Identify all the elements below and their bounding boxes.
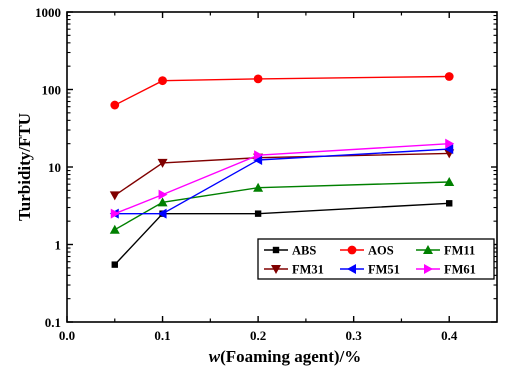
data-point-fm61 <box>445 138 455 149</box>
series-line-fm11 <box>114 181 450 231</box>
data-point-fm51 <box>253 155 263 166</box>
series-line-fm61 <box>114 143 450 215</box>
series-layer <box>109 72 455 268</box>
y-tick-label: 1000 <box>35 5 61 20</box>
data-point-fm31 <box>109 191 120 201</box>
data-point-fm11 <box>157 197 168 207</box>
data-point-fm61 <box>158 189 168 200</box>
y-tick-label: 0.1 <box>45 315 61 330</box>
series-line-abs <box>114 202 450 266</box>
x-axis-label-italic: w <box>209 347 221 366</box>
legend-box <box>257 238 495 280</box>
legend-item-fm61: FM61 <box>416 263 476 277</box>
legend-label-fm51: FM51 <box>368 263 400 277</box>
y-tick-label: 1 <box>55 238 62 253</box>
legend-label-fm31: FM31 <box>292 263 324 277</box>
data-point-fm11 <box>253 182 264 192</box>
legend-marker-fm31 <box>271 265 281 274</box>
series-line-aos <box>114 75 450 106</box>
series-fm11 <box>109 177 455 234</box>
x-axis-label-rest: (Foaming agent)/% <box>220 347 361 366</box>
data-point-fm11 <box>444 177 455 187</box>
legend-item-fm31: FM31 <box>264 263 324 277</box>
legend-label-fm11: FM11 <box>444 244 475 258</box>
legend-label-abs: ABS <box>292 244 316 258</box>
x-axis-label: w(Foaming agent)/% <box>209 347 362 366</box>
data-point-fm51 <box>444 144 454 155</box>
data-point-fm11 <box>109 224 120 234</box>
series-line-fm51 <box>114 148 450 215</box>
y-tick-label: 100 <box>42 83 62 98</box>
data-point-abs <box>446 200 453 207</box>
series-fm61 <box>110 138 455 219</box>
data-point-fm31 <box>157 158 168 168</box>
legend-marker-fm11 <box>423 245 433 254</box>
legend-marker-abs <box>272 246 280 254</box>
x-tick-label: 0.1 <box>154 328 170 343</box>
legend-item-fm11: FM11 <box>416 244 475 258</box>
legend: ABS AOS FM11 FM31 FM51 FM61 <box>257 238 495 280</box>
legend-item-fm51: FM51 <box>340 263 400 277</box>
legend-marker-fm51 <box>347 264 356 274</box>
legend-label-fm61: FM61 <box>444 263 476 277</box>
data-point-aos <box>110 100 120 110</box>
x-tick-label: 0.4 <box>441 328 458 343</box>
series-aos <box>110 72 454 110</box>
series-fm51 <box>109 144 454 219</box>
legend-label-aos: AOS <box>368 244 394 258</box>
data-point-fm61 <box>110 208 120 219</box>
x-tick-label: 0.0 <box>59 328 75 343</box>
data-point-aos <box>158 76 167 86</box>
data-point-fm61 <box>254 150 264 161</box>
data-point-aos <box>253 74 263 84</box>
data-point-abs <box>254 210 262 217</box>
x-tick-label: 0.2 <box>250 328 266 343</box>
data-point-fm51 <box>157 208 167 219</box>
y-axis-label: Turbidity/FTU <box>15 113 34 221</box>
legend-marker-fm61 <box>424 264 433 274</box>
data-point-aos <box>444 72 454 81</box>
legend-marker-aos <box>347 245 357 255</box>
data-point-abs <box>111 261 118 268</box>
y-tick-label: 10 <box>48 160 61 175</box>
x-tick-label: 0.3 <box>346 328 363 343</box>
legend-item-abs: ABS <box>264 244 316 258</box>
legend-item-aos: AOS <box>340 244 394 258</box>
series-line-fm31 <box>114 152 450 196</box>
